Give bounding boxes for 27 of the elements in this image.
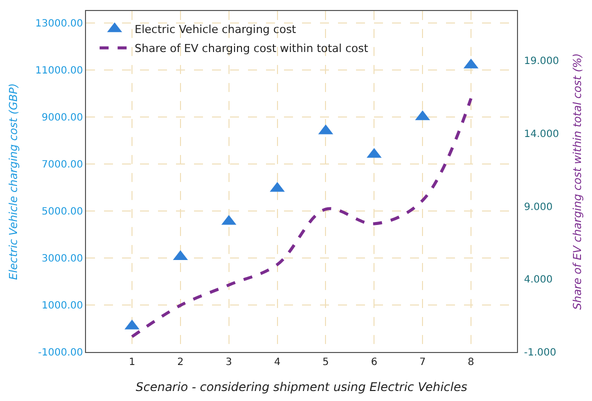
y-tick-label: 1000.00 — [42, 300, 83, 312]
y-tick-label: 7000.00 — [42, 159, 83, 170]
x-tick-label: 5 — [322, 357, 329, 368]
x-tick-label: 6 — [370, 357, 378, 368]
x-tick-label: 2 — [177, 357, 184, 368]
y-tick-label: 13000.00 — [35, 18, 83, 30]
y-tick-label: 11000.00 — [35, 65, 83, 76]
x-tick-label: 4 — [274, 357, 280, 368]
x-tick-label: 7 — [419, 357, 426, 368]
y2-tick-label: 14.000 — [524, 128, 559, 140]
legend-label: Electric Vehicle charging cost — [134, 23, 297, 36]
y2-tick-label: 4.000 — [524, 274, 553, 286]
y-tick-label: 5000.00 — [42, 206, 83, 218]
y-axis-title: Electric Vehicle charging cost (GBP) — [6, 83, 20, 280]
x-axis-title: Scenario - considering shipment using Electric Vehicles — [136, 380, 468, 394]
y-tick-label: -1000.00 — [38, 348, 83, 358]
x-tick-label: 1 — [128, 357, 136, 368]
y-tick-label: 3000.00 — [42, 253, 83, 264]
y2-axis-title: Share of EV charging cost within total cost (%) — [571, 53, 584, 310]
line-series — [130, 96, 472, 338]
y2-tick-label: 9.000 — [524, 202, 553, 213]
x-tick-label: 8 — [468, 357, 474, 368]
legend-label: Share of EV charging cost within total cost — [134, 42, 369, 56]
y2-tick-label: 19.000 — [524, 56, 559, 68]
y-tick-label: 9000.00 — [42, 112, 83, 124]
x-tick-label: 3 — [226, 357, 232, 368]
y2-tick-label: -1.000 — [524, 348, 556, 358]
